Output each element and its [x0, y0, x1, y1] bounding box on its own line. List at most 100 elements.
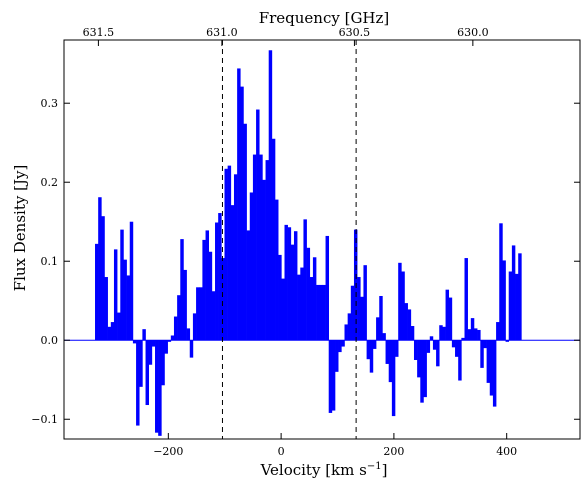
x-tick-label: −200 — [153, 445, 183, 458]
flux-bar — [139, 340, 143, 387]
flux-bar — [290, 244, 295, 341]
flux-bar — [451, 340, 456, 348]
velocity-range-markers — [221, 40, 357, 439]
flux-bar — [515, 273, 519, 341]
flux-bar — [461, 337, 465, 341]
x-axis-title-main: Velocity [km s — [260, 461, 367, 479]
flux-bar — [388, 340, 393, 383]
flux-bar — [436, 340, 440, 367]
x-tick-label: 0 — [278, 445, 285, 458]
flux-bar — [505, 340, 510, 342]
flux-bar — [426, 340, 431, 353]
flux-bar — [407, 309, 412, 341]
flux-bar — [211, 291, 216, 341]
flux-bar — [246, 230, 251, 341]
flux-bars — [95, 50, 522, 436]
flux-bar — [360, 296, 364, 341]
flux-bar — [158, 340, 162, 436]
top-axis-title: Frequency [GHz] — [259, 9, 390, 27]
flux-bar — [287, 227, 292, 341]
flux-bar — [259, 154, 263, 341]
flux-bar — [372, 340, 377, 349]
flux-bar — [480, 340, 484, 368]
flux-bar — [496, 322, 500, 341]
y-tick-label: 0.0 — [41, 334, 59, 347]
flux-bar — [265, 160, 270, 341]
flux-bar — [486, 340, 491, 383]
flux-bar — [202, 239, 206, 341]
flux-bar — [442, 326, 446, 341]
flux-bar — [423, 340, 427, 398]
flux-bar — [262, 179, 266, 341]
flux-bar — [511, 245, 516, 341]
flux-bar — [145, 340, 150, 406]
flux-bar — [413, 340, 418, 360]
flux-bar — [249, 192, 254, 341]
flux-bar — [347, 313, 352, 341]
top-tick-label: 630.0 — [457, 26, 489, 39]
flux-bar — [420, 340, 424, 403]
flux-bar — [473, 328, 478, 341]
flux-bar — [401, 271, 405, 341]
flux-bar — [224, 168, 228, 341]
flux-bar — [227, 165, 232, 341]
flux-bar — [180, 239, 184, 341]
flux-bar — [376, 317, 380, 341]
flux-bar — [385, 340, 390, 364]
flux-bar — [218, 213, 222, 341]
flux-bar — [151, 340, 156, 347]
flux-bar — [113, 249, 118, 341]
flux-bar — [177, 295, 181, 341]
flux-bar — [344, 324, 348, 341]
flux-bar — [252, 154, 257, 341]
flux-bar — [432, 340, 437, 350]
flux-bar — [499, 223, 503, 341]
x-tick-label: 200 — [383, 445, 404, 458]
x-axis-title: Velocity [km s−1] — [260, 461, 388, 479]
flux-bar — [341, 340, 345, 347]
flux-bar — [303, 219, 307, 341]
flux-bar — [136, 340, 140, 426]
flux-bar — [445, 289, 450, 341]
flux-bar — [284, 224, 288, 341]
flux-bar — [208, 251, 213, 341]
flux-bar — [107, 326, 112, 341]
y-tick-label: 0.1 — [41, 255, 59, 268]
flux-bar — [123, 259, 127, 341]
flux-bar — [502, 260, 506, 341]
flux-bar — [455, 340, 459, 357]
top-tick-label: 630.5 — [339, 26, 371, 39]
flux-bar — [331, 340, 336, 411]
flux-bar — [240, 86, 244, 341]
flux-bar — [268, 50, 273, 341]
flux-bar — [483, 340, 487, 349]
flux-bar — [233, 174, 238, 341]
flux-bar — [192, 313, 197, 341]
flux-bar — [104, 277, 108, 341]
flux-bar — [183, 269, 187, 341]
flux-bar — [470, 318, 475, 341]
x-axis-title-sup: −1 — [367, 461, 382, 472]
flux-bar — [448, 297, 453, 341]
flux-bar — [300, 267, 304, 341]
flux-bar — [489, 340, 494, 396]
flux-bar — [155, 340, 159, 433]
flux-bar — [297, 274, 301, 341]
x-tick-label: 400 — [496, 445, 517, 458]
flux-bar — [391, 340, 396, 417]
flux-bar — [117, 312, 121, 341]
flux-bar — [293, 231, 298, 341]
y-tick-label: 0.3 — [41, 97, 59, 110]
flux-bar — [237, 68, 241, 341]
flux-bar — [129, 221, 134, 341]
flux-bar — [508, 271, 513, 341]
flux-bar — [275, 199, 279, 341]
flux-bar — [379, 295, 383, 341]
axis-ticks: −200 0 200 400 −0.1 0.0 0.1 0.2 0.3 631.5 631.0 630… — [31, 26, 580, 458]
flux-bar — [161, 340, 165, 386]
flux-bar — [196, 287, 200, 341]
flux-bar — [398, 262, 402, 341]
flux-bar — [312, 257, 317, 341]
flux-bar — [256, 109, 260, 341]
flux-bar — [189, 340, 194, 358]
